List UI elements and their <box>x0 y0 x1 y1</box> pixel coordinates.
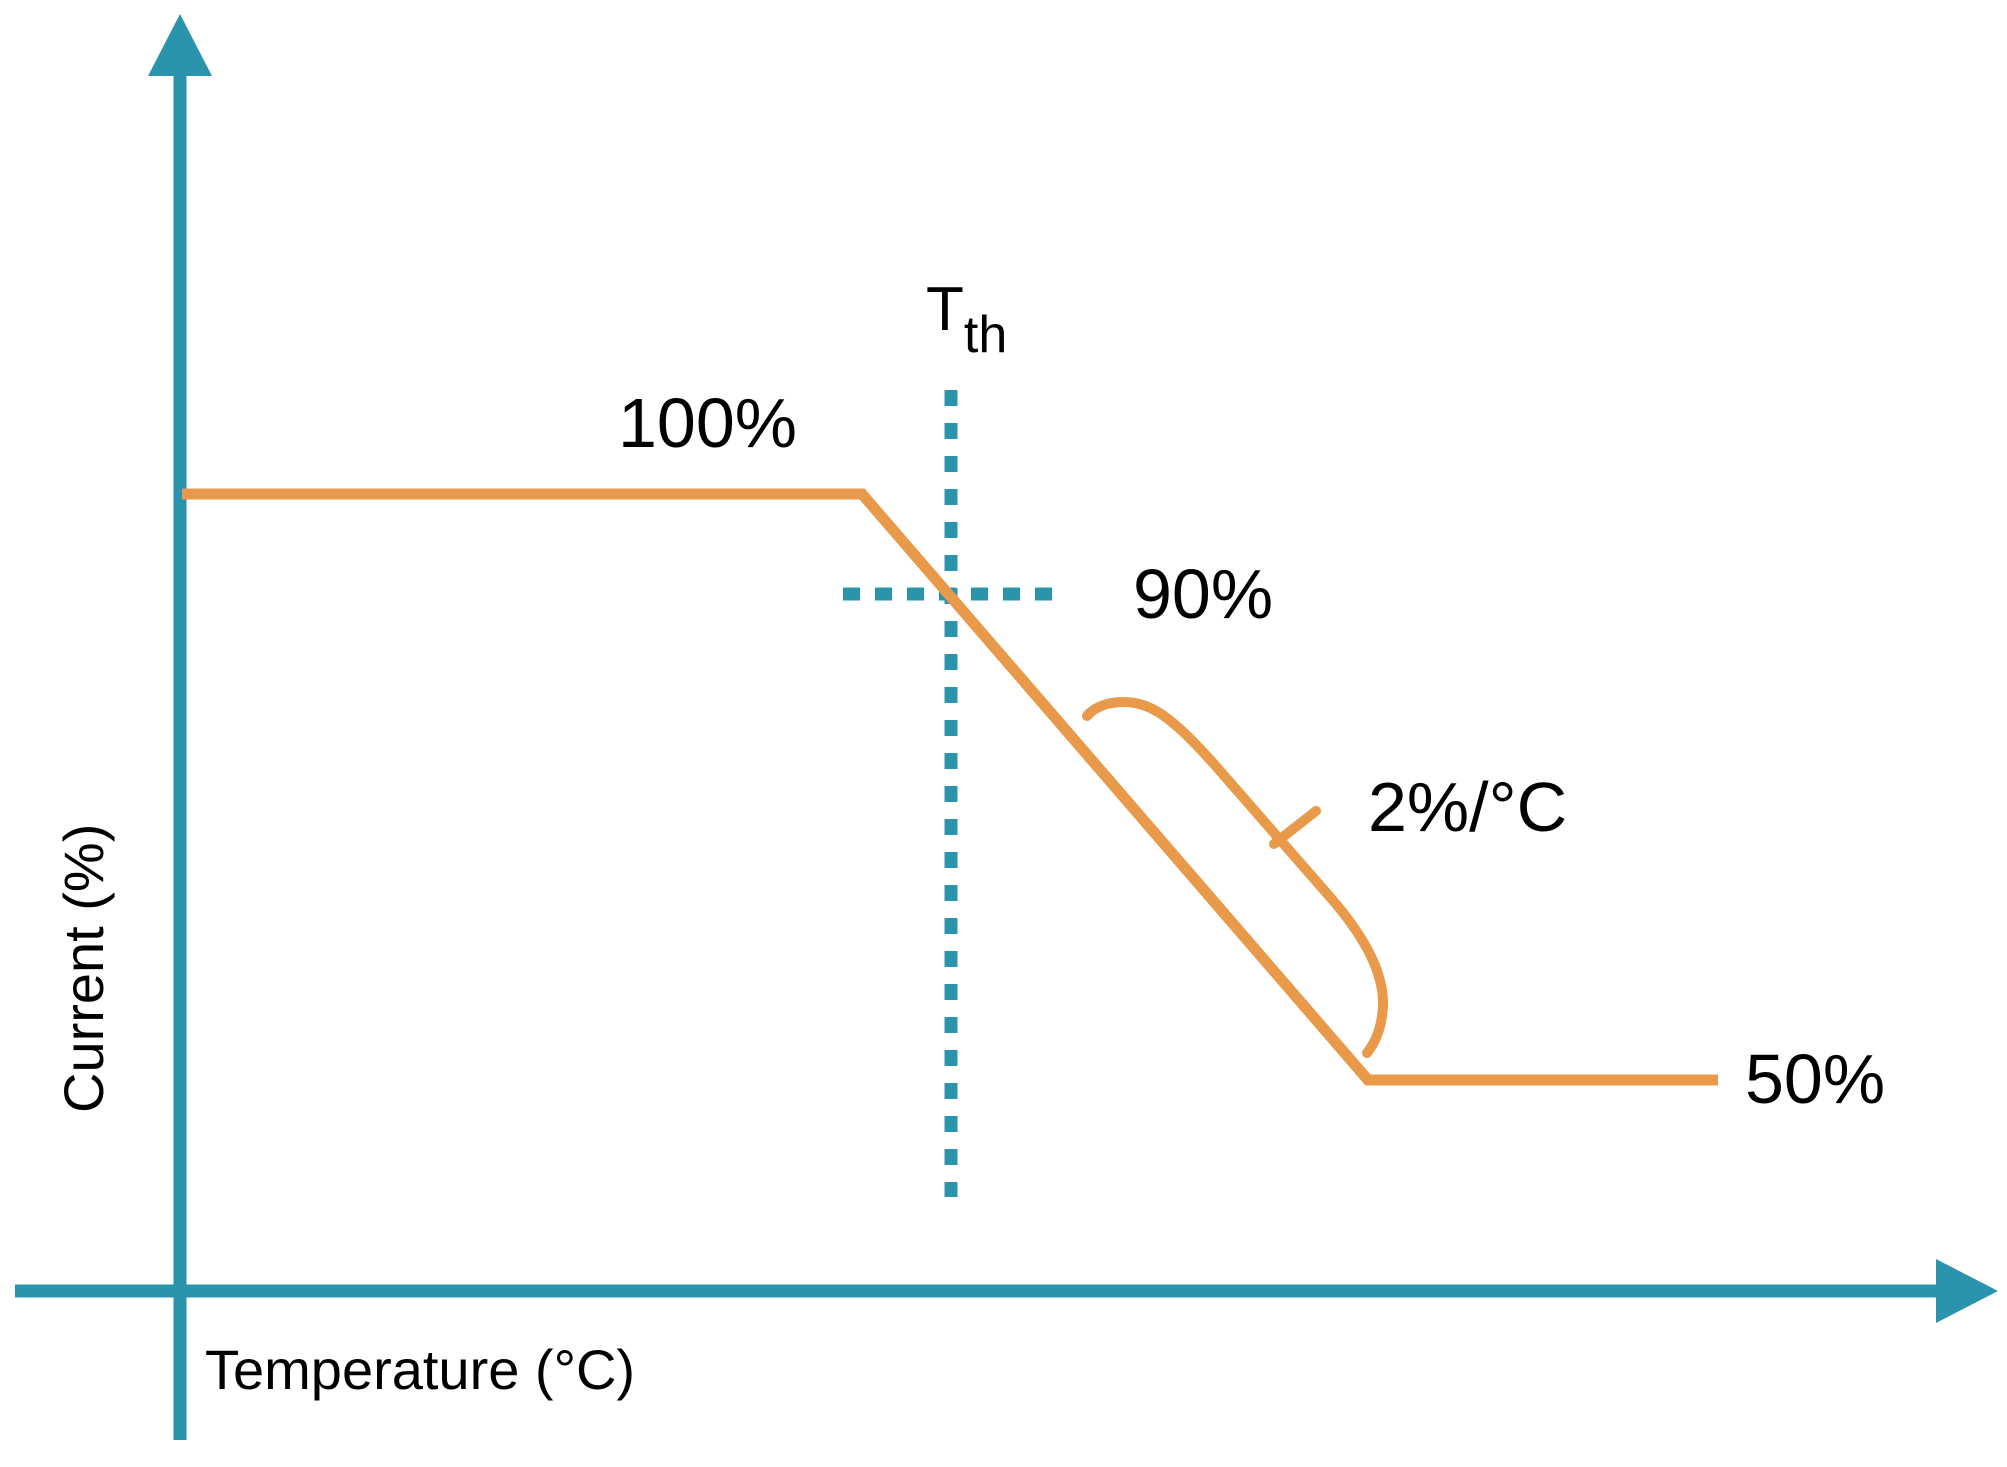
label-50-percent: 50% <box>1745 1040 1885 1118</box>
label-100-percent: 100% <box>618 384 797 462</box>
x-axis-title: Temperature (°C) <box>205 1338 635 1401</box>
derating-curve <box>182 488 1718 1086</box>
label-90-percent: 90% <box>1133 555 1273 633</box>
threshold-subscript: th <box>964 306 1007 364</box>
label-derating-slope: 2%/°C <box>1368 768 1567 846</box>
axes <box>15 14 1998 1440</box>
label-threshold-temperature: Tth <box>926 275 1007 364</box>
x-axis-arrowhead-icon <box>1936 1259 1998 1323</box>
slope-brace <box>1082 697 1389 1058</box>
threshold-symbol: T <box>926 275 964 344</box>
slope-brace-group <box>1082 697 1389 1058</box>
y-axis-title: Current (%) <box>52 824 115 1113</box>
y-axis-arrowhead-icon <box>148 14 212 76</box>
slope-brace-tick <box>1269 806 1321 849</box>
